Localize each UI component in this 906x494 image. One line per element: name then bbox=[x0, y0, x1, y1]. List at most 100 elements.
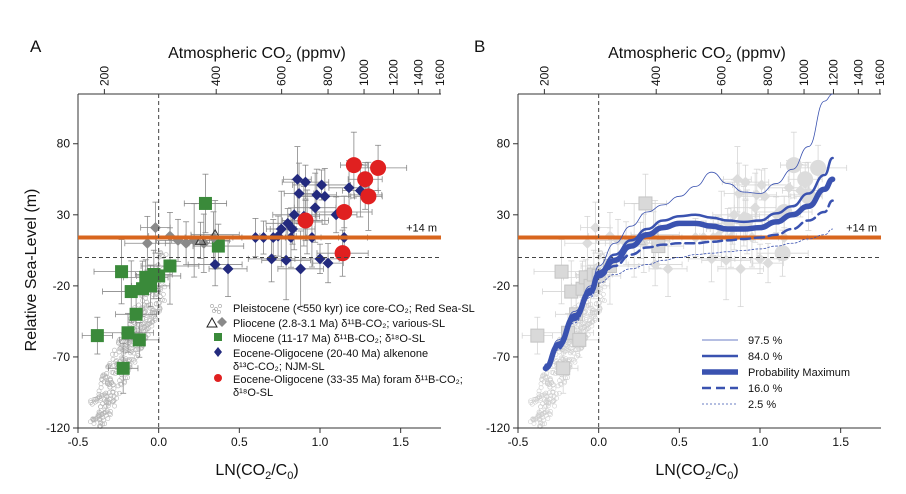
legend-marker-pleistocene bbox=[212, 309, 216, 313]
pleistocene-point bbox=[539, 411, 545, 417]
y-axis-title-left: Relative Sea-Level (m) bbox=[23, 189, 40, 352]
pleistocene-point bbox=[583, 308, 589, 314]
circle-marker bbox=[334, 245, 351, 262]
legend-left: Pleistocene (<550 kyr) ice core-CO₂; Red… bbox=[206, 303, 475, 399]
pleistocene-point bbox=[107, 396, 113, 402]
pleistocene-point bbox=[544, 408, 550, 414]
square-marker bbox=[144, 279, 158, 293]
diamond-marker bbox=[141, 237, 153, 249]
panel-b-plot: -120 -70 -20 30 80 -0.5 0.0 0.5 1.0 1.5 200 400 600 8… bbox=[486, 59, 887, 449]
circle-marker bbox=[774, 245, 791, 262]
x-tick-label: 1.5 bbox=[832, 435, 849, 449]
pleistocene-point bbox=[98, 385, 104, 391]
diamond-marker bbox=[311, 189, 323, 201]
pleistocene-point bbox=[107, 361, 113, 366]
pleistocene-point bbox=[92, 399, 98, 405]
diamond-marker bbox=[293, 187, 305, 199]
x-tick-label: 0.5 bbox=[671, 435, 688, 449]
top-tick-label: 800 bbox=[321, 66, 335, 86]
pleistocene-point bbox=[550, 390, 556, 395]
pleistocene-point bbox=[547, 412, 553, 418]
pleistocene-point bbox=[593, 315, 598, 321]
pleistocene-point bbox=[98, 404, 103, 410]
pleistocene-point bbox=[539, 392, 545, 398]
pleistocene-point bbox=[569, 348, 575, 354]
pleistocene-point bbox=[143, 296, 149, 301]
y-tick-label: -120 bbox=[46, 421, 70, 435]
square-marker bbox=[124, 285, 138, 299]
legend-marker-circle bbox=[214, 374, 222, 382]
x-tick-label: 1.0 bbox=[752, 435, 769, 449]
pleistocene-point bbox=[565, 375, 570, 380]
legend-label: Pliocene (2.8-3.1 Ma) δ¹¹B-CO₂; various-… bbox=[233, 318, 445, 330]
pleistocene-point bbox=[547, 377, 553, 383]
diamond-marker bbox=[275, 223, 287, 235]
pleistocene-point bbox=[597, 308, 602, 314]
pleistocene-point bbox=[602, 284, 608, 290]
diamond-marker bbox=[343, 182, 355, 194]
pleistocene-point bbox=[122, 378, 127, 384]
diamond-marker bbox=[756, 179, 768, 191]
diamond-marker bbox=[288, 209, 300, 221]
legend-label: 16.0 % bbox=[748, 383, 782, 395]
diamond-marker bbox=[209, 259, 221, 271]
pleistocene-point bbox=[143, 317, 149, 322]
pleistocene-point bbox=[117, 378, 123, 383]
diamond-marker bbox=[316, 179, 328, 191]
legend-label: Eocene-Oligocene (33-35 Ma) foram δ¹¹B-C… bbox=[233, 374, 463, 386]
pleistocene-point bbox=[600, 291, 606, 297]
legend-label: 97.5 % bbox=[748, 335, 782, 347]
square-marker bbox=[90, 329, 104, 343]
legend-label: Probability Maximum bbox=[748, 367, 850, 379]
pleistocene-point bbox=[585, 321, 590, 327]
pleistocene-point bbox=[161, 298, 167, 304]
pleistocene-point bbox=[145, 326, 151, 331]
diamond-marker bbox=[739, 176, 751, 188]
pleistocene-point bbox=[158, 287, 164, 293]
square-marker bbox=[163, 259, 177, 273]
pleistocene-point bbox=[99, 411, 105, 417]
pleistocene-point bbox=[597, 306, 603, 312]
x-tick-label: 0.5 bbox=[231, 435, 248, 449]
x-tick-label: 1.5 bbox=[392, 435, 409, 449]
pleistocene-point bbox=[539, 376, 544, 382]
pleistocene-point bbox=[107, 412, 113, 418]
diamond-marker bbox=[319, 190, 331, 202]
top-tick-label: 1400 bbox=[411, 59, 425, 86]
top-tick-label: 1200 bbox=[826, 59, 840, 86]
top-tick-label: 400 bbox=[209, 66, 223, 86]
pleistocene-point bbox=[91, 397, 97, 402]
panel-letter-a: A bbox=[30, 37, 42, 56]
top-axis-title-left: Atmospheric CO2 (ppmv) bbox=[168, 45, 346, 65]
pleistocene-point bbox=[157, 308, 162, 314]
legend-marker-pleistocene bbox=[218, 304, 222, 308]
pleistocene-point bbox=[545, 400, 551, 406]
legend-label: δ¹³C-CO₂; NJM-SL bbox=[233, 361, 325, 373]
legend-label: 2.5 % bbox=[748, 399, 776, 411]
pleistocene-point bbox=[572, 359, 578, 365]
diamond-marker bbox=[222, 263, 234, 275]
pleistocene-point bbox=[109, 369, 115, 375]
x-tick-label: 0.0 bbox=[150, 435, 167, 449]
pleistocene-point bbox=[593, 301, 599, 306]
top-tick-label: 1000 bbox=[357, 59, 371, 86]
square-marker bbox=[115, 265, 129, 279]
pleistocene-point bbox=[542, 421, 548, 427]
pleistocene-point bbox=[536, 388, 542, 394]
pleistocene-point bbox=[132, 359, 138, 365]
pleistocene-point bbox=[598, 287, 604, 293]
pleistocene-point bbox=[107, 376, 113, 382]
pleistocene-point bbox=[101, 379, 107, 385]
x-tick-label: -0.5 bbox=[508, 435, 529, 449]
pleistocene-point bbox=[136, 302, 142, 308]
square-marker bbox=[211, 239, 225, 253]
legend-label: 84.0 % bbox=[748, 351, 782, 363]
triangle-marker bbox=[194, 234, 207, 245]
square-marker bbox=[554, 264, 569, 279]
pleistocene-point bbox=[96, 391, 102, 397]
pleistocene-point bbox=[601, 298, 607, 304]
legend-marker-pleistocene bbox=[214, 307, 218, 311]
pleistocene-point bbox=[530, 416, 536, 422]
pleistocene-point bbox=[103, 390, 109, 396]
